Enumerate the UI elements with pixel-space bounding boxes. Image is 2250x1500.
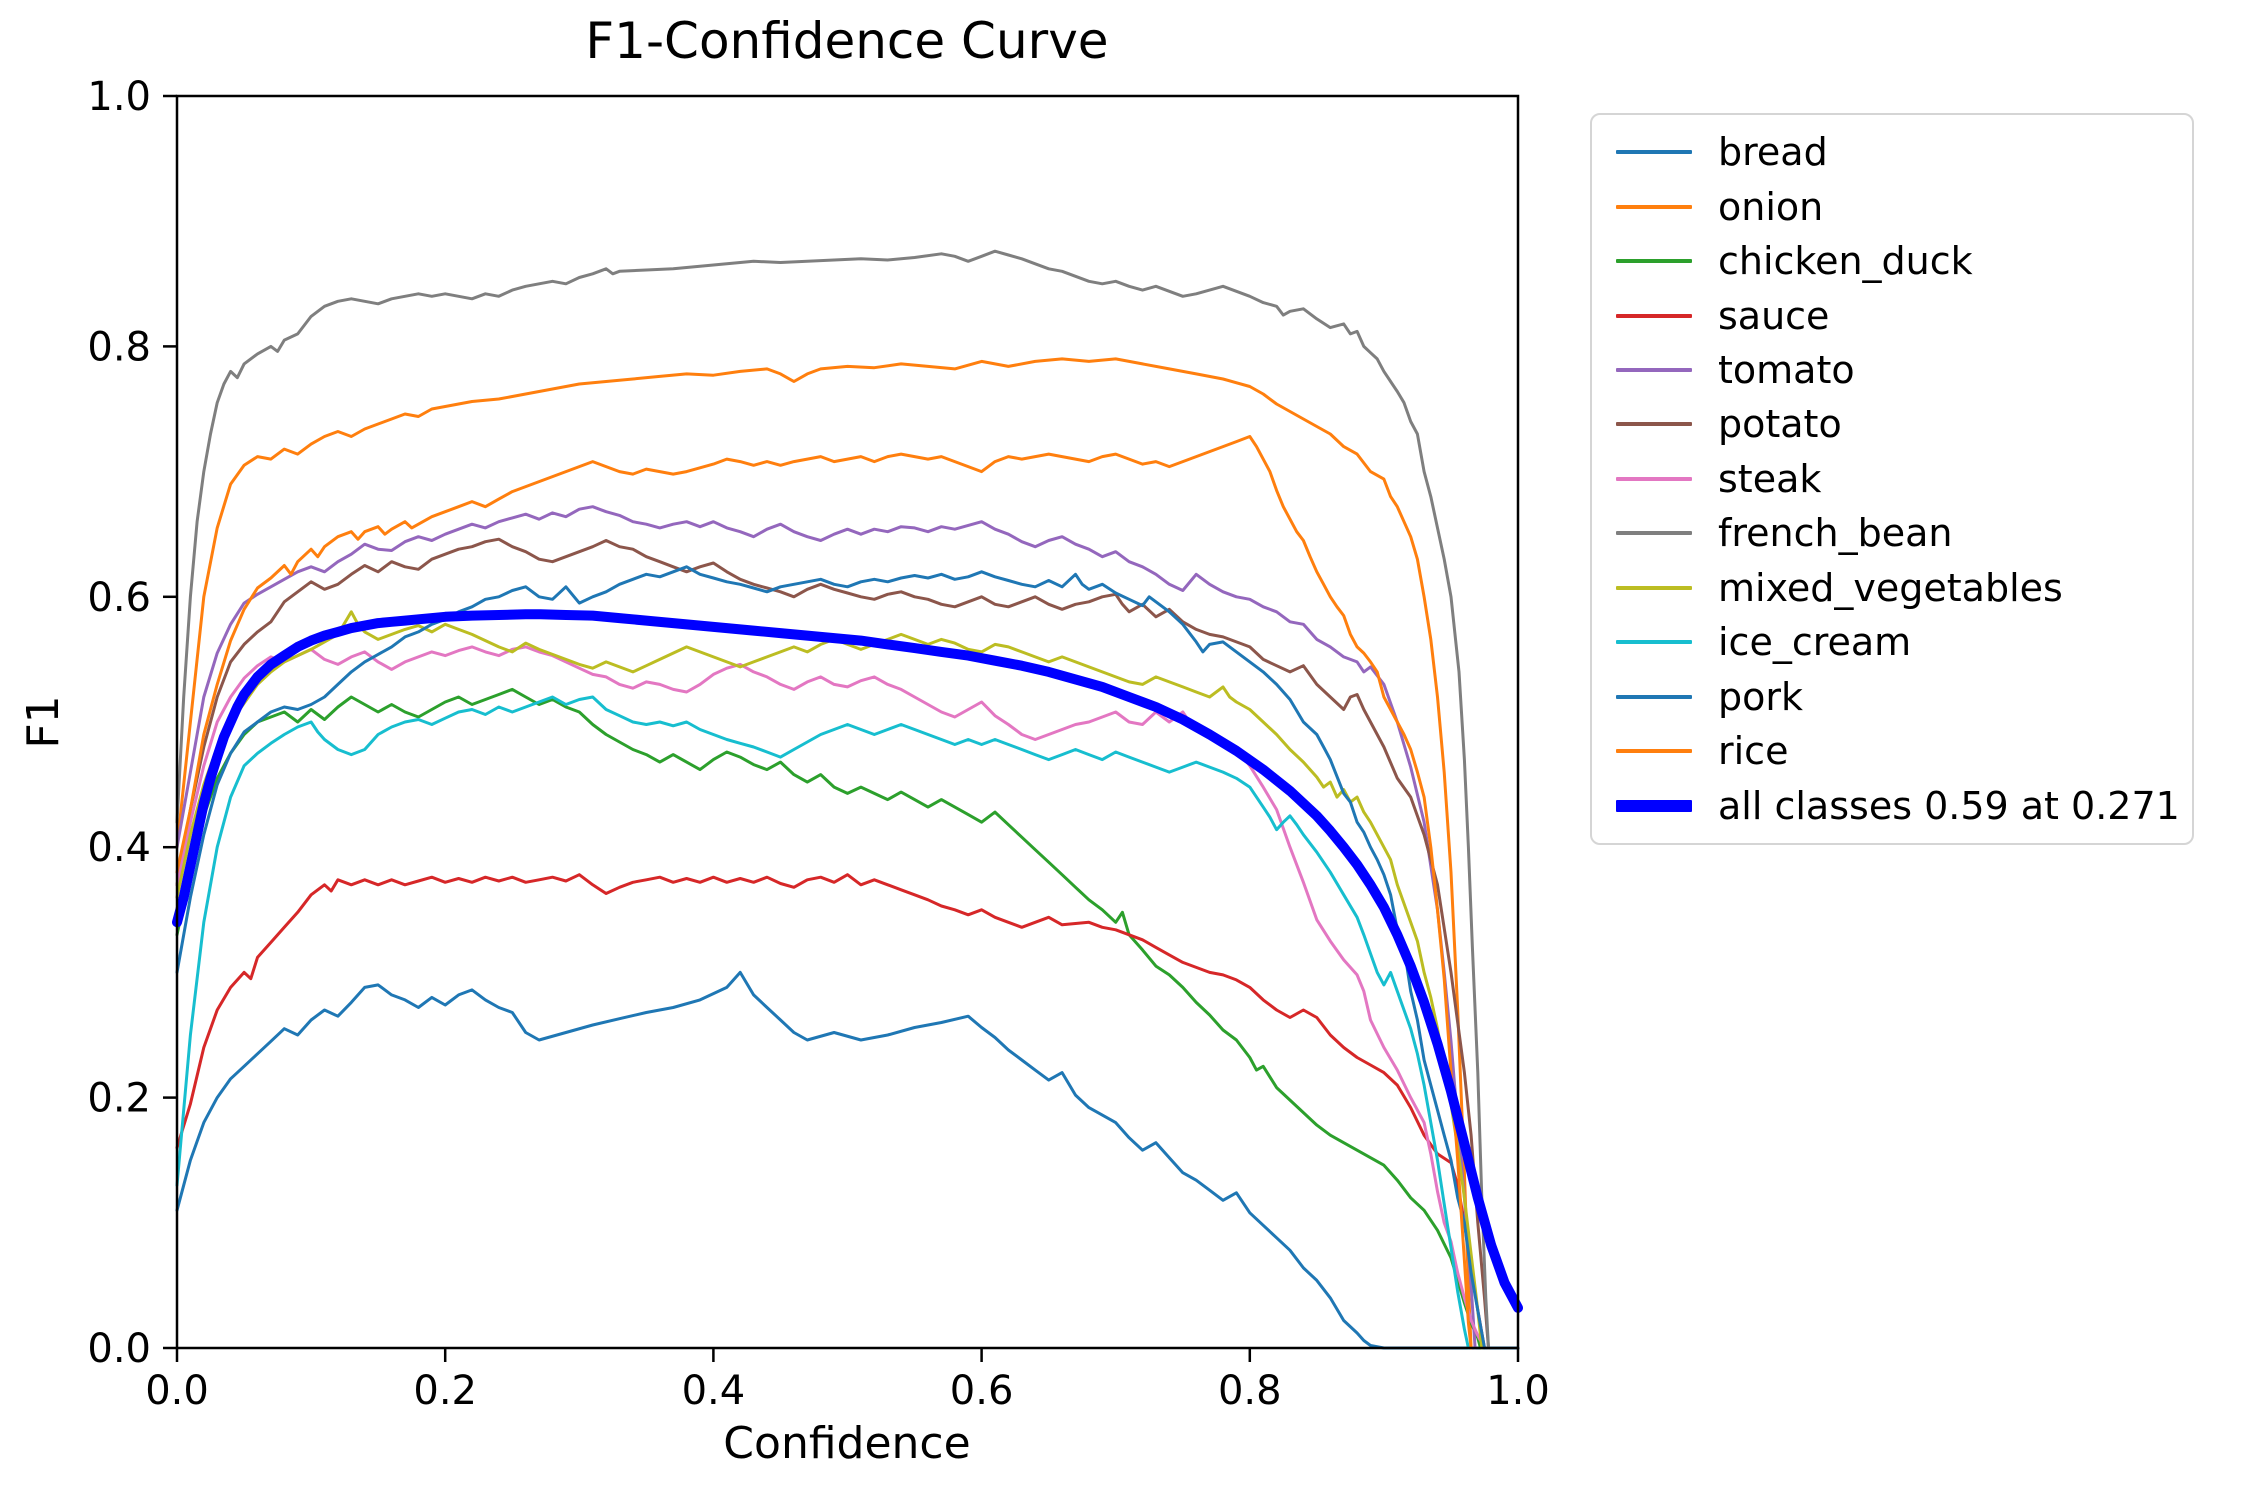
- legend-label: mixed_vegetables: [1718, 565, 2063, 610]
- legend-item: bread: [1616, 125, 2192, 179]
- curve-chicken-duck: [175, 687, 1482, 1350]
- y-tick-label: 0.4: [87, 825, 151, 871]
- x-tick-label: 0.2: [413, 1368, 477, 1414]
- curve-onion: [175, 357, 1473, 1350]
- curve-french-bean: [175, 249, 1490, 1350]
- y-tick-label: 1.0: [87, 74, 151, 120]
- curve-bread: [175, 970, 1520, 1350]
- legend-item: pork: [1616, 670, 2192, 724]
- x-tick-label: 1.0: [1486, 1368, 1550, 1414]
- y-tick-label: 0.2: [87, 1076, 151, 1122]
- legend-line-swatch: [1616, 749, 1692, 754]
- chart-title: F1-Confidence Curve: [585, 12, 1108, 70]
- legend-line-swatch: [1616, 531, 1692, 536]
- legend-label: sauce: [1718, 293, 1830, 338]
- curve-steak: [175, 645, 1486, 1350]
- legend-line-swatch: [1616, 640, 1692, 645]
- x-axis-label: Confidence: [723, 1418, 970, 1469]
- legend-label: potato: [1718, 402, 1842, 447]
- curve-ice-cream: [175, 695, 1470, 1350]
- curve-all-classes-0-59-at-0-271: [172, 609, 1523, 1313]
- legend-label: chicken_duck: [1718, 239, 1973, 284]
- y-axis-label: F1: [18, 695, 69, 748]
- legend-item: rice: [1616, 724, 2192, 778]
- legend-line-swatch: [1616, 422, 1692, 427]
- legend-item: chicken_duck: [1616, 234, 2192, 288]
- y-tick-label: 0.6: [87, 575, 151, 621]
- legend-item: steak: [1616, 452, 2192, 506]
- legend-item: tomato: [1616, 343, 2192, 397]
- curve-tomato: [175, 505, 1477, 1350]
- y-tick-label: 0.8: [87, 324, 151, 370]
- legend-item: sauce: [1616, 289, 2192, 343]
- x-tick-label: 0.0: [145, 1368, 209, 1414]
- legend-item: mixed_vegetables: [1616, 561, 2192, 615]
- legend-label: french_bean: [1718, 511, 1953, 556]
- axis-ticks-group: 0.0 0.2 0.4 0.6 0.8 1.0 0.0 0.2 0.4 0.6 0.8 1.0: [87, 74, 1549, 1414]
- legend-line-swatch: [1616, 368, 1692, 373]
- legend-label: steak: [1718, 456, 1822, 501]
- legend-label: tomato: [1718, 348, 1855, 393]
- legend-line-swatch: [1616, 150, 1692, 155]
- legend-line-swatch: [1616, 313, 1692, 318]
- legend-item: potato: [1616, 397, 2192, 451]
- curve-potato: [175, 537, 1490, 1350]
- legend-label: bread: [1718, 130, 1828, 175]
- legend-item: french_bean: [1616, 506, 2192, 560]
- legend-line-swatch: [1616, 476, 1692, 481]
- curve-mixed-vegetables: [175, 610, 1484, 1350]
- legend-label: pork: [1718, 674, 1803, 719]
- y-tick-label: 0.0: [87, 1326, 151, 1372]
- legend-label: rice: [1718, 729, 1789, 774]
- legend-label: all classes 0.59 at 0.271: [1718, 783, 2180, 828]
- legend-line-swatch: [1616, 799, 1692, 812]
- legend-label: ice_cream: [1718, 620, 1912, 665]
- legend-line-swatch: [1616, 694, 1692, 699]
- legend-item: onion: [1616, 180, 2192, 234]
- legend-item: ice_cream: [1616, 615, 2192, 669]
- x-tick-label: 0.8: [1218, 1368, 1282, 1414]
- legend-line-swatch: [1616, 585, 1692, 590]
- curve-sauce: [175, 873, 1486, 1350]
- legend-line-swatch: [1616, 204, 1692, 209]
- curve-pork: [175, 565, 1486, 1350]
- x-tick-label: 0.4: [682, 1368, 746, 1414]
- legend-label: onion: [1718, 184, 1824, 229]
- x-tick-label: 0.6: [950, 1368, 1014, 1414]
- legend-line-swatch: [1616, 259, 1692, 264]
- curves-group: [172, 249, 1523, 1350]
- plot-border: [175, 94, 1520, 1350]
- curve-rice: [175, 435, 1473, 1350]
- legend-item: all classes 0.59 at 0.271: [1616, 779, 2192, 833]
